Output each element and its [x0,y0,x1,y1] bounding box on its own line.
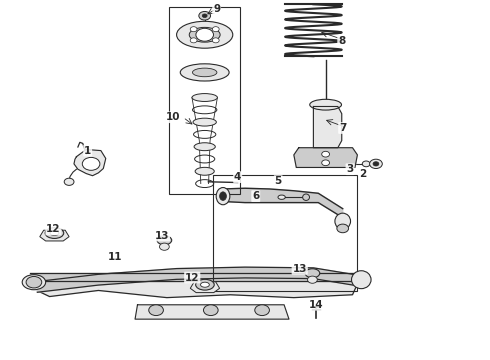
Circle shape [159,243,169,250]
Circle shape [362,161,370,167]
Ellipse shape [220,192,226,201]
Text: 12: 12 [185,273,199,283]
Ellipse shape [195,167,214,175]
Polygon shape [223,188,343,218]
Circle shape [26,276,42,288]
Circle shape [255,305,270,316]
Circle shape [322,151,330,157]
Text: 13: 13 [293,264,307,274]
Ellipse shape [305,269,320,278]
Text: 6: 6 [252,191,259,201]
Circle shape [82,157,100,170]
Text: 3: 3 [346,164,354,174]
Circle shape [190,38,197,43]
Circle shape [308,276,318,283]
Ellipse shape [351,271,371,289]
Polygon shape [74,149,106,176]
Polygon shape [314,107,342,148]
Bar [169,7,240,194]
Text: 9: 9 [213,4,220,14]
Text: 7: 7 [339,123,346,133]
Ellipse shape [200,282,209,287]
Text: 14: 14 [309,300,323,310]
Ellipse shape [216,188,230,205]
Circle shape [322,160,330,166]
Ellipse shape [193,68,217,77]
Ellipse shape [194,143,215,150]
Circle shape [212,38,219,43]
Ellipse shape [310,99,342,110]
Ellipse shape [45,228,64,238]
Circle shape [212,27,219,32]
Polygon shape [294,148,357,167]
Ellipse shape [189,27,220,42]
Text: 12: 12 [46,225,61,234]
Circle shape [149,305,163,316]
Ellipse shape [192,94,218,102]
Circle shape [202,14,207,18]
Ellipse shape [193,118,217,126]
Polygon shape [30,273,362,281]
Polygon shape [135,305,289,319]
Text: 5: 5 [274,176,282,186]
Ellipse shape [176,21,233,48]
Circle shape [190,27,197,32]
Polygon shape [40,271,357,298]
Ellipse shape [335,213,350,229]
Text: 1: 1 [84,145,91,156]
Circle shape [196,28,214,41]
Circle shape [203,305,218,316]
Circle shape [373,162,379,166]
Polygon shape [190,282,220,293]
Bar [213,175,357,291]
Circle shape [64,178,74,185]
Ellipse shape [22,275,46,290]
Text: 8: 8 [338,36,345,46]
Polygon shape [37,267,357,292]
Text: 11: 11 [108,252,123,262]
Circle shape [199,12,211,20]
Circle shape [337,224,348,233]
Text: 4: 4 [234,172,242,182]
Ellipse shape [157,236,171,245]
Text: 2: 2 [360,169,367,179]
Ellipse shape [303,194,310,201]
Ellipse shape [278,195,285,199]
Text: 13: 13 [155,231,169,240]
Polygon shape [40,230,69,241]
Text: 10: 10 [166,112,180,122]
Ellipse shape [50,230,59,235]
Ellipse shape [196,279,214,290]
Ellipse shape [180,64,229,81]
Circle shape [369,159,382,168]
